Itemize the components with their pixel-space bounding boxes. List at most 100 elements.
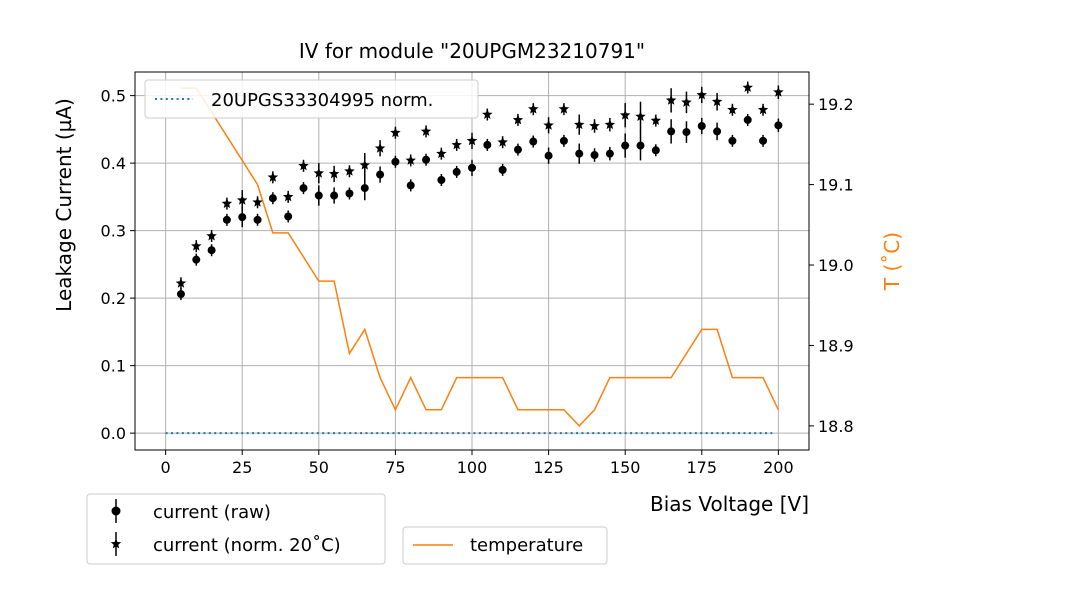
raw-current-point bbox=[651, 146, 660, 155]
raw-current-point bbox=[697, 122, 706, 130]
legend-temperature: temperature bbox=[402, 526, 608, 565]
raw-current-point bbox=[284, 212, 293, 221]
raw-current-point bbox=[176, 290, 185, 299]
y2-axis-label: T (˚C) bbox=[880, 232, 904, 291]
raw-current-point bbox=[483, 140, 492, 149]
raw-current-point bbox=[468, 163, 476, 172]
legend-norm-marker bbox=[110, 538, 122, 549]
y2-tick-label: 18.8 bbox=[818, 417, 854, 436]
normalized-current-point bbox=[727, 104, 738, 115]
raw-current-point bbox=[299, 184, 308, 193]
legend-norm-label: current (norm. 20˚C) bbox=[153, 535, 341, 556]
normalized-current-point bbox=[405, 154, 416, 165]
x-tick-label: 25 bbox=[232, 458, 252, 477]
raw-current-point bbox=[529, 137, 538, 146]
normalized-current-point bbox=[344, 165, 355, 176]
raw-current-point bbox=[774, 121, 783, 130]
raw-current-point bbox=[636, 141, 645, 150]
normalized-current-point bbox=[482, 109, 493, 119]
normalized-current-point bbox=[374, 142, 386, 153]
y-tick-label: 0.1 bbox=[101, 357, 126, 376]
raw-current-point bbox=[513, 145, 522, 154]
raw-current-point bbox=[376, 170, 385, 179]
x-axis-label: Bias Voltage [V] bbox=[650, 492, 809, 516]
normalized-current-point bbox=[466, 135, 478, 146]
normalized-current-point bbox=[681, 96, 692, 107]
chart-title: IV for module "20UPGM23210791" bbox=[299, 39, 645, 63]
raw-current-point bbox=[314, 191, 323, 200]
normalized-current-point bbox=[436, 148, 447, 159]
raw-current-point bbox=[406, 181, 415, 190]
raw-current-point bbox=[222, 215, 231, 224]
temperature-series bbox=[180, 87, 780, 427]
raw-current-point bbox=[452, 167, 461, 176]
x-tick-label: 75 bbox=[385, 458, 405, 477]
x-tick-label: 50 bbox=[309, 458, 329, 477]
normalized-current-point bbox=[574, 119, 585, 130]
raw-current-point bbox=[253, 215, 262, 224]
normalized-current-point bbox=[696, 89, 707, 100]
raw-current-point bbox=[590, 151, 599, 160]
normalized-current-point bbox=[635, 111, 646, 121]
normalized-current-point bbox=[298, 160, 309, 171]
raw-current-point bbox=[544, 151, 553, 160]
legend-reference-label: 20UPGS33304995 norm. bbox=[211, 90, 433, 111]
normalized-current-point bbox=[757, 104, 769, 115]
normalized-current-point bbox=[528, 103, 539, 114]
normalized-current-point bbox=[604, 119, 616, 130]
x-tick-label: 100 bbox=[457, 458, 488, 477]
legend-reference: 20UPGS33304995 norm. bbox=[144, 79, 479, 119]
normalized-current-point bbox=[175, 277, 187, 288]
raw-current-point bbox=[192, 255, 201, 264]
normalized-current-series bbox=[175, 82, 784, 288]
normalized-current-point bbox=[191, 240, 202, 251]
normalized-current-point bbox=[665, 94, 677, 105]
raw-current-point bbox=[575, 149, 584, 158]
x-tick-label: 200 bbox=[763, 458, 794, 477]
normalized-current-point bbox=[512, 114, 524, 125]
raw-current-point bbox=[713, 127, 722, 136]
x-tick-label: 0 bbox=[161, 458, 171, 477]
raw-current-point bbox=[360, 184, 369, 193]
legend-raw-marker bbox=[111, 506, 121, 516]
raw-current-point bbox=[605, 149, 614, 158]
raw-current-point bbox=[621, 141, 630, 150]
raw-current-point bbox=[667, 127, 676, 136]
y-tick-label: 0.3 bbox=[101, 222, 126, 241]
y2-tick-label: 19.2 bbox=[818, 95, 854, 114]
y-tick-label: 0.4 bbox=[101, 154, 126, 173]
normalized-current-point bbox=[711, 96, 723, 107]
raw-current-point bbox=[238, 213, 247, 222]
normalized-current-point bbox=[267, 171, 279, 182]
raw-current-point bbox=[759, 136, 768, 145]
x-tick-label: 150 bbox=[610, 458, 641, 477]
y2-axis-ticks: 18.8 18.9 19.0 19.1 19.2 bbox=[809, 95, 854, 436]
x-tick-label: 125 bbox=[533, 458, 564, 477]
y2-tick-label: 19.0 bbox=[818, 256, 854, 275]
y2-tick-label: 19.1 bbox=[818, 176, 854, 195]
normalized-current-point bbox=[650, 115, 662, 126]
y-axis-ticks: 0.0 0.1 0.2 0.3 0.4 0.5 bbox=[101, 87, 135, 443]
normalized-current-point bbox=[619, 109, 631, 120]
normalized-current-point bbox=[221, 198, 233, 209]
normalized-current-point bbox=[206, 230, 217, 241]
legend-current: current (raw) current (norm. 20˚C) bbox=[86, 493, 386, 565]
raw-current-series bbox=[176, 115, 783, 299]
legend-temperature-label: temperature bbox=[470, 535, 583, 556]
y-axis-label: Leakage Current (µA) bbox=[52, 98, 76, 312]
raw-current-point bbox=[728, 136, 737, 145]
normalized-current-point bbox=[420, 125, 432, 136]
normalized-current-point bbox=[742, 82, 753, 92]
raw-current-point bbox=[391, 157, 400, 166]
normalized-current-point bbox=[451, 139, 462, 150]
y-tick-label: 0.2 bbox=[101, 289, 126, 308]
normalized-current-point bbox=[328, 168, 340, 179]
normalized-current-point bbox=[773, 86, 784, 97]
x-tick-label: 175 bbox=[686, 458, 717, 477]
raw-current-point bbox=[268, 194, 277, 203]
y2-tick-label: 18.9 bbox=[818, 336, 854, 355]
raw-current-point bbox=[345, 189, 354, 198]
raw-current-point bbox=[422, 155, 431, 164]
normalized-current-point bbox=[558, 103, 570, 114]
